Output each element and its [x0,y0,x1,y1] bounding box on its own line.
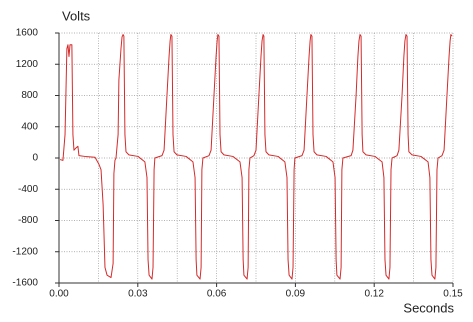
y-tick-label: -400 [18,184,38,195]
y-axis-label: Volts [62,8,91,23]
y-tick-label: -800 [18,215,38,226]
x-tick-label: 0.00 [49,289,69,300]
y-tick-label: 0 [32,153,38,164]
y-tick-label: 400 [21,121,38,132]
x-tick-label: 0.03 [128,289,148,300]
y-tick-label: 800 [21,90,38,101]
y-tick-label: 1200 [16,59,39,70]
x-tick-label: 0.06 [207,289,227,300]
y-tick-label: -1200 [12,246,38,257]
x-tick-label: 0.09 [286,289,306,300]
series-line [59,34,453,280]
x-axis-label: Seconds [403,300,454,315]
y-tick-label: -1600 [12,278,38,289]
y-tick-label: 1600 [16,28,39,39]
x-tick-label: 0.15 [443,289,463,300]
x-tick-label: 0.12 [364,289,384,300]
